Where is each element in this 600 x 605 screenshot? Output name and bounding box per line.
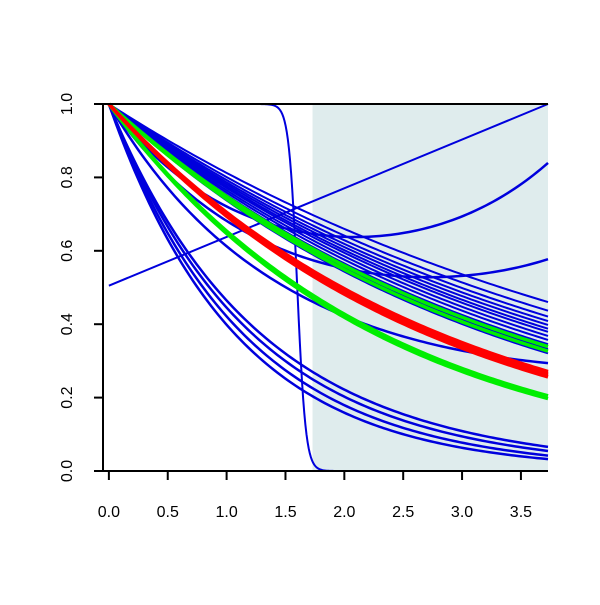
green-curve (107, 102, 549, 353)
blue-exp-curve (108, 103, 549, 337)
y-tick-label: 0.0 (59, 460, 76, 482)
y-tick-label: 0.4 (59, 313, 76, 335)
red-curve (107, 102, 549, 379)
y-axis-ticks: 0.0 0.2 0.4 0.6 0.8 1.0 (59, 93, 103, 482)
y-tick-label: 0.2 (59, 386, 76, 408)
blue-quadratic-curve (107, 103, 549, 453)
blue-quadratic-curve (107, 103, 549, 449)
blue-straight-line (108, 103, 549, 287)
x-tick-label: 1.0 (215, 504, 237, 521)
green-curves (107, 102, 549, 401)
axes (102, 103, 548, 472)
x-tick-label: 1.5 (274, 504, 296, 521)
x-tick-label: 3.0 (451, 504, 473, 521)
x-tick-label: 0.0 (98, 504, 120, 521)
x-axis-ticks: 0.0 0.5 1.0 1.5 2.0 2.5 3.0 3.5 (98, 471, 532, 521)
blue-exp-curve (108, 103, 549, 341)
x-tick-label: 3.5 (510, 504, 532, 521)
x-tick-label: 0.5 (157, 504, 179, 521)
blue-quadratic-curve (107, 103, 549, 461)
blue-exp-curve (108, 103, 549, 312)
green-curve (107, 102, 549, 401)
blue-exp-curve (108, 103, 549, 304)
blue-exp-curve (108, 103, 549, 318)
blue-exp-curve (108, 103, 549, 333)
x-tick-label: 2.0 (333, 504, 355, 521)
red-curves (107, 102, 549, 379)
y-tick-label: 0.8 (59, 166, 76, 188)
blue-exp-curve (108, 103, 549, 326)
blue-quadratic-curve (107, 103, 549, 457)
y-tick-label: 0.6 (59, 240, 76, 262)
x-tick-label: 2.5 (392, 504, 414, 521)
y-tick-label: 1.0 (59, 93, 76, 115)
